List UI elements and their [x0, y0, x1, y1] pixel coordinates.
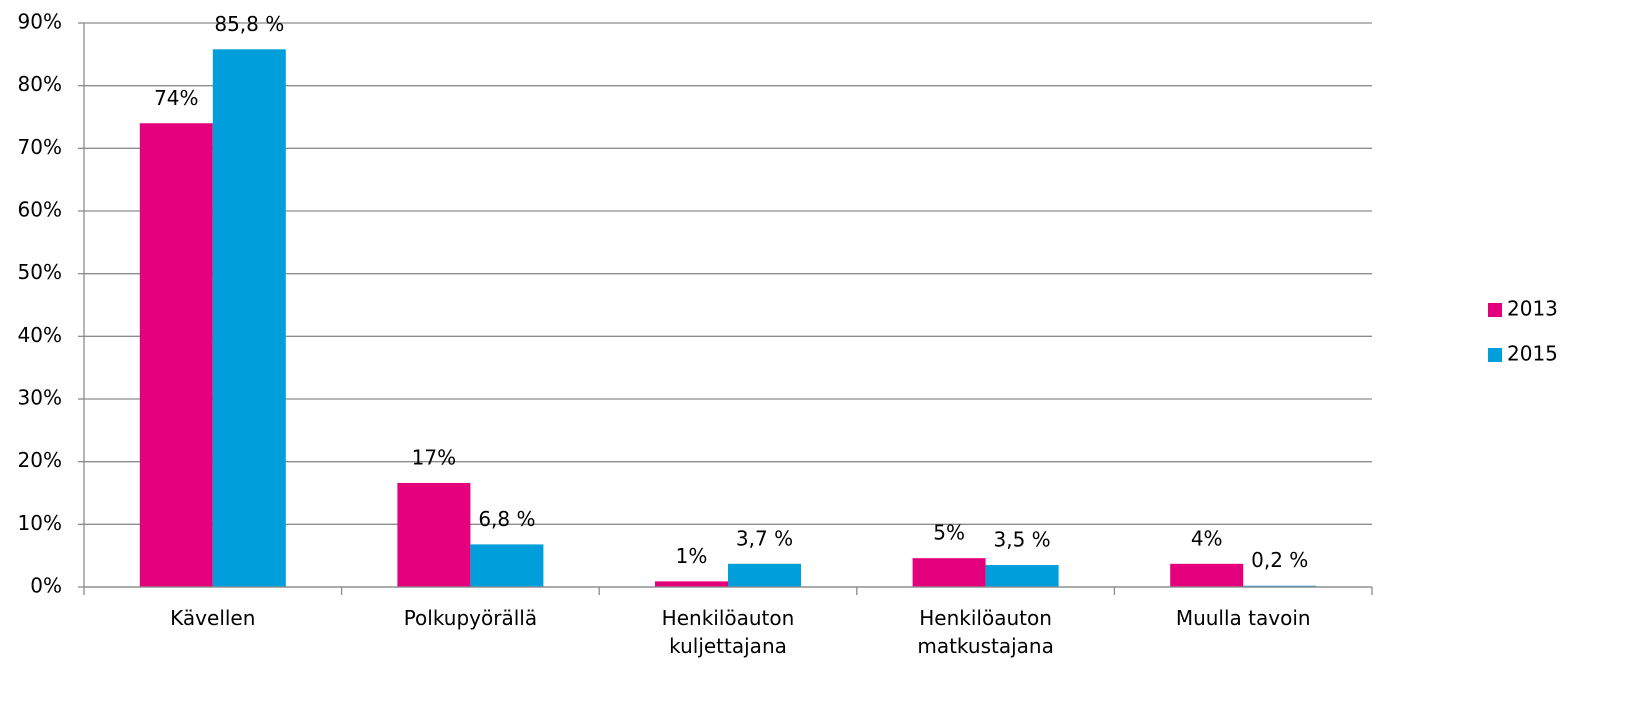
bar — [139, 123, 213, 588]
y-tick-label: 10% — [18, 511, 62, 535]
data-label: 17% — [412, 445, 456, 469]
y-tick-label: 50% — [18, 260, 62, 284]
y-tick-label: 40% — [18, 323, 62, 347]
bar — [728, 563, 801, 587]
bar — [985, 565, 1059, 587]
y-tick-label: 0% — [30, 574, 62, 598]
data-label: 0,2 % — [1251, 548, 1308, 572]
y-tick-label: 20% — [18, 448, 62, 472]
bar — [470, 544, 544, 587]
x-tick-label: Henkilöauton matkustajana — [917, 606, 1054, 658]
data-label: 5% — [933, 521, 965, 545]
data-label: 4% — [1191, 526, 1223, 550]
legend-label: 2015 — [1507, 342, 1558, 366]
y-tick-label: 90% — [18, 10, 62, 34]
y-tick-label: 70% — [18, 135, 62, 159]
bar — [1170, 563, 1244, 587]
y-tick-label: 80% — [18, 72, 62, 96]
legend-label: 2013 — [1507, 297, 1558, 321]
bar — [912, 558, 986, 587]
y-tick-label: 60% — [18, 198, 62, 222]
data-label: 3,7 % — [736, 526, 793, 550]
legend-swatch — [1488, 303, 1502, 317]
bar — [212, 49, 286, 587]
data-label: 3,5 % — [994, 528, 1051, 552]
legend-swatch — [1488, 348, 1502, 362]
y-tick-label: 30% — [18, 386, 62, 410]
data-label: 85,8 % — [214, 12, 284, 36]
bar — [397, 482, 471, 587]
data-label: 1% — [676, 544, 708, 568]
data-label: 74% — [154, 86, 198, 110]
x-tick-label: Kävellen — [170, 606, 256, 630]
x-tick-label: Muulla tavoin — [1175, 606, 1311, 630]
data-label: 6,8 % — [478, 507, 535, 531]
x-tick-label: Polkupyörällä — [403, 606, 538, 630]
x-tick-label: Henkilöauton kuljettajana — [661, 606, 795, 658]
bar — [655, 581, 728, 587]
